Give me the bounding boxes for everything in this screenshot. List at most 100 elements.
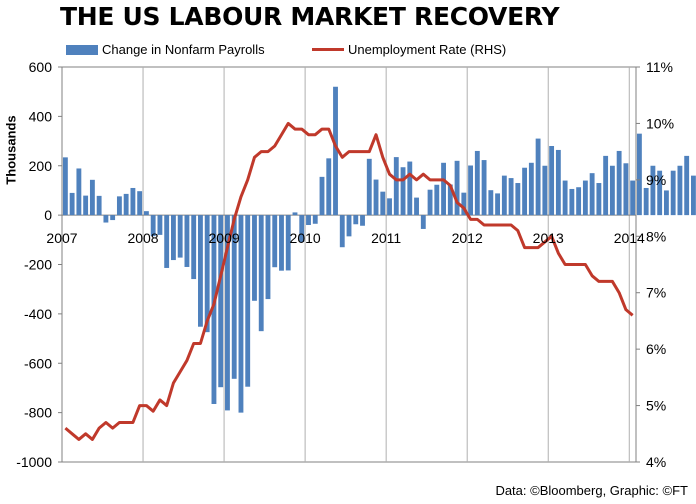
left-tick-label: 0 [44,207,52,223]
x-tick-label: 2014 [614,230,645,246]
source-credit: Data: ©Bloomberg, Graphic: ©FT [495,483,688,498]
payroll-bar [447,184,453,216]
left-tick-label: -1000 [16,454,52,470]
right-tick-label: 5% [646,398,666,414]
legend-payrolls-label: Change in Nonfarm Payrolls [102,42,265,57]
right-tick-label: 6% [646,341,666,357]
payroll-bar [252,215,257,301]
payroll-bar [555,149,561,216]
payroll-bar [454,160,460,216]
payroll-bar [198,215,203,327]
payroll-bar [691,175,696,216]
payroll-bar [346,215,352,237]
payroll-bar [501,175,507,216]
legend-line-swatch [312,48,344,51]
payroll-bar [339,215,345,248]
payroll-bar [191,215,197,280]
payroll-bar [312,215,318,224]
payroll-bar [420,215,426,229]
payroll-bar [616,150,622,216]
payroll-bar [184,215,190,267]
payroll-bar [542,165,548,216]
payroll-bar [515,183,521,216]
payroll-bar [596,183,602,216]
payroll-bar [130,187,136,216]
right-tick-label: 11% [646,59,673,75]
payroll-bar [218,215,224,388]
x-tick-label: 2011 [371,230,401,246]
payroll-bar [488,190,494,216]
payroll-bar [582,180,588,216]
payroll-bar [103,215,109,223]
payroll-bar [468,165,473,216]
payroll-bar [657,170,663,216]
payroll-bar [650,165,656,216]
payroll-bar [623,163,629,216]
x-tick-label: 2012 [452,230,483,246]
payroll-bar [164,215,170,268]
payroll-bar [89,179,95,216]
payroll-bar [319,176,325,216]
payroll-bar [461,192,467,216]
payroll-bar [157,215,163,235]
payroll-bar [231,215,237,379]
payroll-bar [684,155,690,216]
plot-border [61,66,637,463]
payroll-bar [360,215,365,226]
payroll-bar [387,198,392,216]
payroll-bar [116,196,122,216]
payroll-bar [474,150,480,216]
left-tick-label: -600 [24,355,52,371]
left-tick-label: 400 [29,108,53,124]
payroll-bar [400,167,406,216]
x-tick-label: 2008 [127,230,158,246]
payroll-bar [123,193,129,216]
payroll-bar [609,165,615,216]
x-tick-label: 2013 [533,230,564,246]
payroll-bar [576,187,582,216]
payroll-bar [380,191,386,216]
payroll-bar [434,184,440,216]
payroll-bar [670,170,676,216]
payroll-bar [508,178,514,216]
payroll-bar [326,158,332,216]
unemployment-line [64,121,634,441]
payroll-bar [528,162,534,216]
x-tick-label: 2009 [209,230,240,246]
payroll-bar [245,215,251,387]
payroll-bar [522,167,528,216]
payroll-bar [238,215,244,413]
left-tick-label: -800 [24,405,52,421]
legend-unemployment-label: Unemployment Rate (RHS) [348,42,507,57]
payroll-bar [69,192,75,216]
payroll-bar [630,180,636,216]
payroll-bar [171,215,176,261]
payroll-bar [110,215,116,221]
payroll-bar [535,138,541,216]
payroll-bar [414,197,419,216]
payroll-bar [643,187,649,216]
payroll-bar [211,215,217,404]
payroll-bar [549,146,555,216]
x-tick-label: 2007 [46,230,77,246]
legend-unemployment: Unemployment Rate (RHS) [312,42,506,57]
payroll-bar [150,215,156,237]
left-tick-label: -200 [24,257,52,273]
right-tick-label: 9% [646,172,666,188]
payroll-bar [562,180,568,216]
payroll-bar [292,212,298,216]
payroll-bar [353,215,359,225]
left-tick-label: 600 [29,59,53,75]
payroll-bar [427,189,433,216]
payroll-bar [299,215,305,243]
payroll-bar [589,173,595,216]
payroll-bar [177,215,183,258]
legend-bar-swatch [66,44,98,55]
payroll-bar [137,191,143,216]
payroll-bar [265,215,271,300]
right-tick-label: 7% [646,285,666,301]
left-tick-label: 200 [29,158,53,174]
payroll-bar [272,215,278,268]
right-tick-label: 10% [646,115,674,131]
